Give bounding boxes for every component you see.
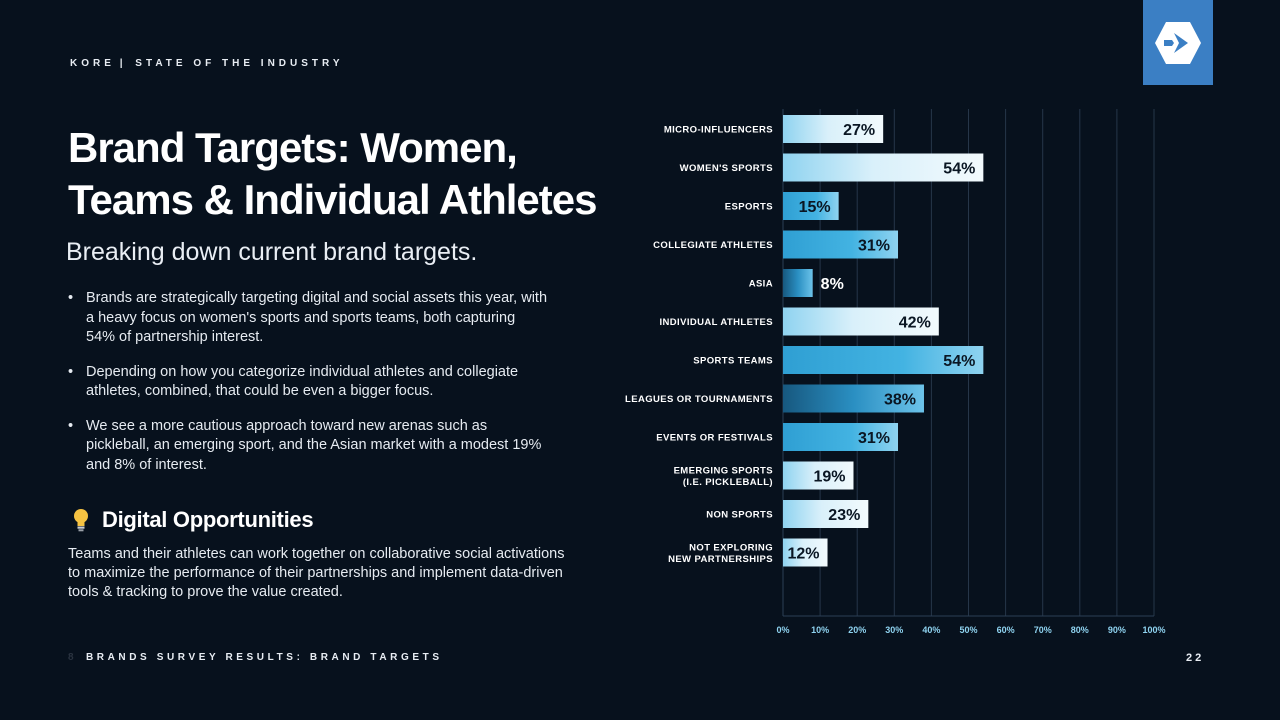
bar [783, 500, 869, 528]
bar [783, 115, 884, 143]
x-tick-label: 80% [1071, 625, 1089, 635]
opportunities-title: Digital Opportunities [102, 507, 314, 532]
bar [783, 538, 828, 567]
bar-value-label: 42% [899, 315, 931, 332]
x-tick-label: 70% [1034, 625, 1052, 635]
bar [783, 230, 899, 259]
header-separator: | [119, 58, 127, 69]
page-title: Brand Targets: Women, Teams & Individual… [68, 122, 668, 226]
bar-value-label: 12% [787, 546, 819, 563]
bar [783, 192, 839, 220]
bar [783, 384, 924, 413]
bar [783, 307, 939, 336]
category-label: NON SPORTS [706, 510, 773, 521]
x-tick-label: 50% [959, 625, 977, 635]
bullet-item: Brands are strategically targeting digit… [68, 289, 548, 348]
report-header: KORE | STATE OF THE INDUSTRY [70, 58, 344, 69]
category-label: SPORTS TEAMS [693, 356, 773, 367]
category-label: ASIA [749, 279, 773, 290]
bullet-item: We see a more cautious approach toward n… [68, 417, 548, 476]
category-label: INDIVIDUAL ATHLETES [659, 317, 773, 328]
x-tick-label: 40% [922, 625, 940, 635]
x-tick-label: 0% [776, 625, 789, 635]
bar-value-label: 54% [943, 161, 975, 178]
x-tick-label: 10% [811, 625, 829, 635]
category-label: NOT EXPLORING [689, 542, 773, 553]
category-label: EVENTS OR FESTIVALS [656, 433, 773, 444]
category-label: LEAGUES OR TOURNAMENTS [625, 394, 773, 405]
bar-value-label: 38% [884, 392, 916, 409]
category-label: (I.E. PICKLEBALL) [683, 477, 773, 488]
bullet-item: Depending on how you categorize individu… [68, 363, 548, 402]
category-label: WOMEN'S SPORTS [680, 163, 773, 174]
header-brand: KORE [70, 58, 115, 69]
bar-value-label: 23% [828, 507, 860, 524]
page-number: 22 [1186, 652, 1205, 664]
category-label: NEW PARTNERSHIPS [668, 554, 773, 565]
x-tick-label: 30% [885, 625, 903, 635]
bullet-list: Brands are strategically targeting digit… [68, 289, 548, 490]
page-subtitle: Breaking down current brand targets. [66, 238, 478, 266]
footer-label: BRANDS SURVEY RESULTS: BRAND TARGETS [85, 652, 443, 663]
category-label: MICRO-INFLUENCERS [664, 125, 773, 136]
bar-value-label: 54% [943, 353, 975, 370]
bar-value-label: 19% [813, 469, 845, 486]
category-label: COLLEGIATE ATHLETES [653, 240, 773, 251]
x-tick-label: 60% [997, 625, 1015, 635]
opportunities-heading: Digital Opportunities [72, 507, 314, 533]
x-tick-label: 90% [1108, 625, 1126, 635]
header-section: STATE OF THE INDUSTRY [135, 58, 344, 69]
category-label: EMERGING SPORTS [674, 465, 773, 476]
bar [783, 423, 899, 451]
bar-value-label: 15% [799, 199, 831, 216]
x-tick-label: 20% [848, 625, 866, 635]
kore-hexagon-logo-icon [1155, 21, 1201, 64]
bar [783, 461, 854, 490]
bar [783, 346, 984, 374]
x-tick-label: 100% [1142, 625, 1165, 635]
lightbulb-icon [74, 509, 88, 532]
bar [783, 269, 813, 297]
category-label: ESPORTS [725, 202, 773, 213]
bar-value-label: 27% [843, 122, 875, 139]
bar-value-label: 31% [858, 430, 890, 447]
footer-marker: 8 [68, 652, 74, 663]
bar-value-label: 8% [821, 276, 844, 293]
opportunities-body: Teams and their athletes can work togeth… [68, 546, 565, 600]
footer: 8 BRANDS SURVEY RESULTS: BRAND TARGETS [68, 652, 443, 663]
title-line-1: Brand Targets: Women, [68, 124, 518, 171]
bar-value-label: 31% [858, 238, 890, 255]
kore-logo [1143, 0, 1213, 85]
bar [783, 153, 984, 182]
title-line-2: Teams & Individual Athletes [68, 176, 597, 223]
